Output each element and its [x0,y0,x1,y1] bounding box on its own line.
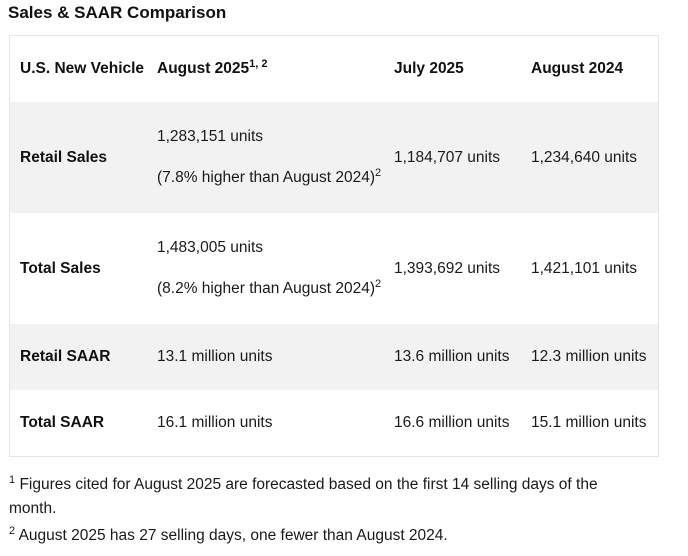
cell-august-2025: 1,283,151 units (7.8% higher than August… [147,102,384,213]
footnote-text: Figures cited for August 2025 are foreca… [9,476,598,517]
cell-july-2025: 1,393,692 units [394,259,501,277]
footnote-text: August 2025 has 27 selling days, one few… [18,527,448,544]
row-label: Total Sales [20,259,101,277]
table-row: Retail SAAR 13.1 million units 13.6 mill… [10,324,658,390]
footnote-ref: 2 [9,524,16,537]
footnote-ref: 1 [9,473,16,486]
cell-august-2024: 15.1 million units [531,414,647,431]
cell-august-2025: 1,483,005 units (8.2% higher than August… [147,213,384,324]
cell-august-2024: 1,234,640 units [531,148,638,166]
header-july-2025: July 2025 [394,60,464,77]
row-label: Total SAAR [20,414,105,431]
cell-august-2024: 12.3 million units [531,348,647,365]
footnotes: 1 Figures cited for August 2025 are fore… [9,473,649,548]
row-label: Retail SAAR [20,348,111,365]
cell-note: (8.2% higher than August 2024)2 [157,277,384,301]
row-label: Retail Sales [20,148,108,166]
cell-august-2025: 13.1 million units [157,348,273,365]
cell-value: 1,283,151 units [157,128,264,145]
table-row: Total SAAR 16.1 million units 16.6 milli… [10,390,658,456]
header-august-2024: August 2024 [531,60,624,77]
cell-note: (7.8% higher than August 2024)2 [157,166,384,190]
header-august-2025: August 20251, 2 [147,36,384,102]
sales-saar-table: U.S. New Vehicle August 20251, 2 July 20… [9,35,659,457]
header-vehicle: U.S. New Vehicle [20,60,145,77]
cell-note-ref: 2 [375,166,382,179]
cell-august-2024: 1,421,101 units [531,259,638,277]
cell-note-ref: 2 [375,277,382,290]
cell-july-2025: 1,184,707 units [394,148,501,166]
cell-note-text: (8.2% higher than August 2024) [157,280,376,297]
table-row: Total Sales 1,483,005 units (8.2% higher… [10,213,658,324]
cell-july-2025: 16.6 million units [394,414,510,431]
footnote: 2 August 2025 has 27 selling days, one f… [9,524,649,548]
header-august-2025-label: August 2025 [157,60,250,77]
cell-note-text: (7.8% higher than August 2024) [157,169,376,186]
cell-august-2025: 16.1 million units [157,414,273,431]
header-august-2025-refs: 1, 2 [249,57,268,70]
footnote: 1 Figures cited for August 2025 are fore… [9,473,649,521]
cell-value: 1,483,005 units [157,239,264,256]
table-row: Retail Sales 1,283,151 units (7.8% highe… [10,102,658,213]
cell-july-2025: 13.6 million units [394,348,510,365]
table-header-row: U.S. New Vehicle August 20251, 2 July 20… [10,36,658,102]
page-title: Sales & SAAR Comparison [8,3,227,22]
